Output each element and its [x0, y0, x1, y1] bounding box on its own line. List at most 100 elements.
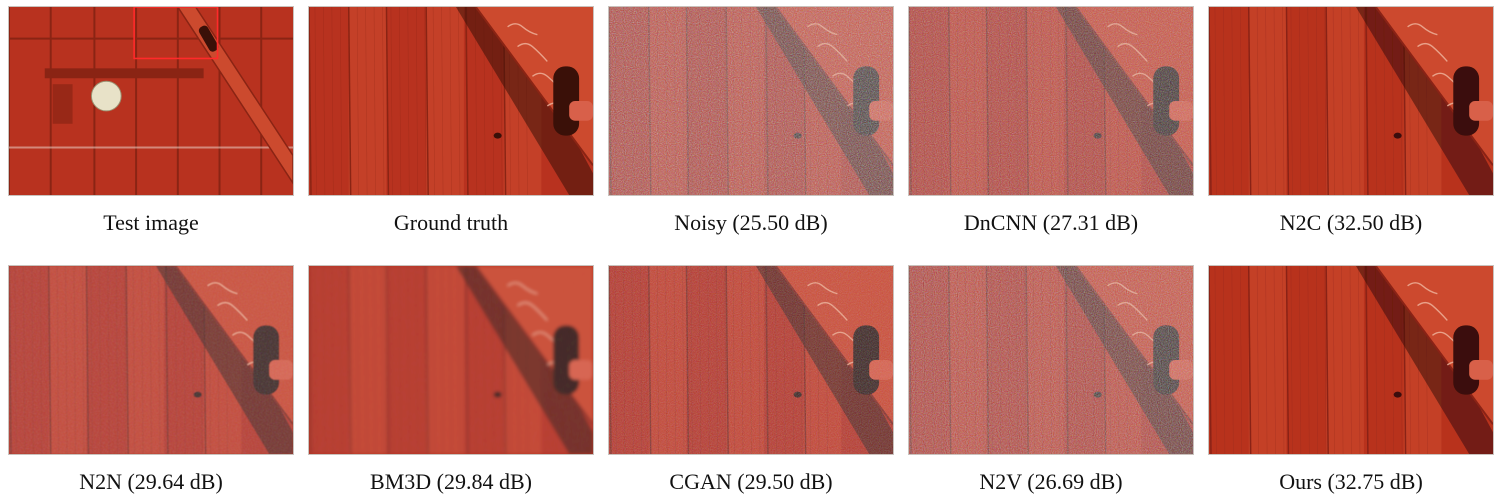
grain [1066, 7, 1069, 195]
brace-shadow [455, 266, 593, 454]
panel-bm3d: BM3D (29.84 dB) [308, 265, 594, 494]
n2v-crop [908, 265, 1194, 455]
grain [1032, 7, 1035, 195]
grain [1214, 266, 1217, 454]
grain [673, 266, 676, 454]
grain [724, 266, 727, 454]
grain [715, 266, 719, 454]
grain [1256, 266, 1259, 454]
latch-pin [269, 360, 293, 380]
grain [732, 7, 735, 195]
grain [424, 266, 427, 454]
plank-seam [609, 266, 612, 454]
wood-knot [1393, 391, 1402, 398]
grain [424, 7, 427, 195]
grain [999, 266, 1002, 454]
grain [623, 7, 626, 195]
grain [982, 266, 985, 454]
paint-highlight [817, 42, 848, 62]
grain [1041, 266, 1044, 454]
diagonal-brace [176, 7, 293, 185]
grain [665, 7, 668, 195]
grain [766, 7, 769, 195]
grain [31, 266, 34, 454]
cgan-crop [608, 265, 894, 455]
latch-pin [569, 101, 593, 121]
brace-shadow [1355, 7, 1493, 195]
grain [749, 266, 752, 454]
grain [449, 266, 452, 454]
grain [1239, 7, 1243, 195]
grain [1290, 266, 1293, 454]
grain [158, 266, 161, 454]
grain [149, 266, 152, 454]
grain [1307, 7, 1310, 195]
paint-highlight [807, 23, 838, 36]
grain [390, 7, 393, 195]
plank [648, 266, 687, 454]
grain [741, 7, 744, 195]
bolt-plate [52, 84, 73, 124]
plank-seam [765, 266, 769, 454]
grain [141, 266, 144, 454]
grain [758, 266, 761, 454]
panel-noisy: Noisy (25.50 dB) [608, 6, 894, 235]
brace-edge [475, 7, 593, 166]
plank [126, 266, 164, 454]
grain [656, 266, 659, 454]
grain [1349, 266, 1352, 454]
wood-knot [493, 132, 502, 139]
grain [466, 7, 469, 195]
grain [1341, 7, 1344, 195]
brace-shadow [1355, 266, 1493, 454]
grain [973, 7, 976, 195]
grain [923, 266, 926, 454]
crop-content [909, 7, 1193, 195]
grain [990, 7, 993, 195]
plank [1286, 266, 1325, 454]
grain [1223, 266, 1226, 454]
caption-dncnn: DnCNN (27.31 dB) [963, 210, 1139, 235]
crop-content [9, 266, 293, 454]
latch-slot [198, 25, 219, 52]
grain [99, 266, 102, 454]
grain [931, 7, 934, 195]
grain [339, 7, 343, 195]
grain [73, 266, 76, 454]
grain [1248, 7, 1251, 195]
grain [441, 266, 444, 454]
grain [124, 266, 127, 454]
plank-seam [385, 266, 390, 454]
grain [65, 266, 68, 454]
paint-highlight [517, 301, 548, 321]
brace-shadow [1055, 7, 1193, 195]
grain [1223, 7, 1226, 195]
grain [673, 7, 676, 195]
grain [1239, 266, 1243, 454]
crop-region-box [133, 7, 219, 60]
paint-highlight [1407, 282, 1438, 295]
plank [1026, 7, 1064, 195]
plank [1248, 266, 1287, 454]
plank [348, 7, 387, 195]
grain [82, 266, 85, 454]
grain [382, 266, 385, 454]
grain [965, 266, 968, 454]
panel-n2c: N2C (32.50 dB) [1208, 6, 1494, 235]
grain [1324, 266, 1327, 454]
grain [614, 266, 617, 454]
paint-highlight [1117, 42, 1148, 62]
grain [1341, 266, 1344, 454]
dncnn-crop [908, 6, 1194, 196]
grain [441, 7, 444, 195]
grain [115, 266, 119, 454]
paint-highlight [817, 301, 848, 321]
plank-seam [425, 266, 429, 454]
panel-ground-truth: Ground truth [308, 6, 594, 235]
grain [682, 7, 685, 195]
grain [631, 7, 634, 195]
latch-pin [1469, 101, 1493, 121]
grain [623, 266, 626, 454]
latch-pin [869, 101, 893, 121]
grain [1015, 7, 1019, 195]
